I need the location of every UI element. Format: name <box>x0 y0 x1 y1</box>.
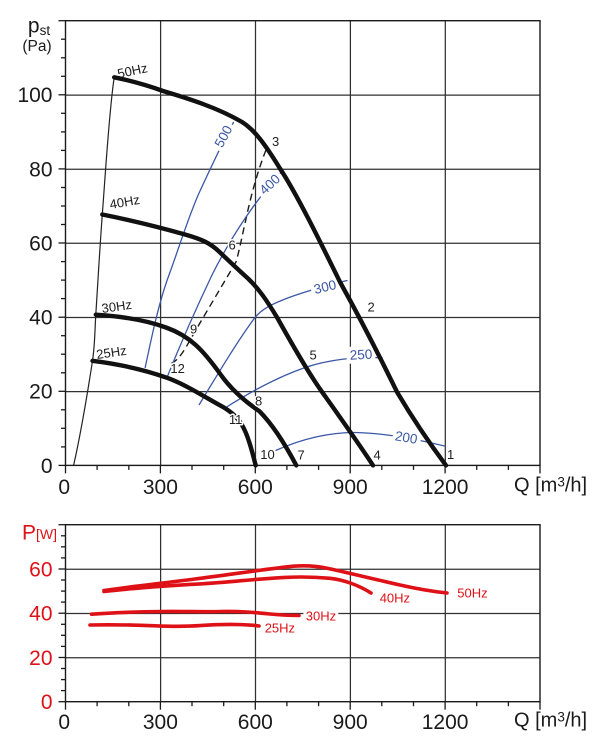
svg-text:900: 900 <box>333 476 368 499</box>
svg-text:25Hz: 25Hz <box>265 621 295 636</box>
svg-text:50Hz: 50Hz <box>116 60 149 81</box>
svg-text:3: 3 <box>272 134 279 149</box>
svg-text:P[W]: P[W] <box>22 521 57 544</box>
svg-text:11: 11 <box>229 412 243 427</box>
svg-text:20: 20 <box>29 381 52 404</box>
svg-text:900: 900 <box>333 711 368 734</box>
svg-text:60: 60 <box>29 232 52 255</box>
svg-text:4: 4 <box>374 448 381 463</box>
svg-text:0: 0 <box>58 711 70 734</box>
svg-text:0: 0 <box>41 691 53 714</box>
svg-text:40Hz: 40Hz <box>108 192 141 212</box>
svg-text:30Hz: 30Hz <box>101 297 133 316</box>
svg-text:20: 20 <box>29 647 52 670</box>
svg-text:Q [m3/h]: Q [m3/h] <box>514 710 587 732</box>
svg-text:25Hz: 25Hz <box>95 343 127 362</box>
svg-text:40: 40 <box>29 307 52 330</box>
svg-text:5: 5 <box>310 348 317 363</box>
svg-text:12: 12 <box>170 361 184 376</box>
svg-text:2: 2 <box>368 299 375 314</box>
svg-text:6: 6 <box>229 238 236 253</box>
svg-text:100: 100 <box>17 84 52 107</box>
svg-text:30Hz: 30Hz <box>306 608 336 623</box>
svg-text:1200: 1200 <box>422 476 469 499</box>
svg-text:1: 1 <box>447 447 454 462</box>
svg-text:Q [m3/h]: Q [m3/h] <box>514 475 587 497</box>
svg-text:600: 600 <box>238 476 273 499</box>
svg-text:600: 600 <box>238 711 273 734</box>
svg-text:9: 9 <box>190 321 197 336</box>
svg-text:7: 7 <box>298 448 305 463</box>
svg-text:8: 8 <box>255 394 262 409</box>
svg-text:60: 60 <box>29 558 52 581</box>
svg-text:80: 80 <box>29 158 52 181</box>
svg-text:40: 40 <box>29 603 52 626</box>
svg-text:300: 300 <box>143 711 178 734</box>
svg-text:250: 250 <box>349 347 372 363</box>
svg-text:0: 0 <box>58 476 70 499</box>
svg-text:40Hz: 40Hz <box>380 591 410 606</box>
svg-text:50Hz: 50Hz <box>457 586 487 601</box>
svg-text:(Pa): (Pa) <box>22 38 51 55</box>
svg-text:10: 10 <box>260 447 274 462</box>
svg-text:300: 300 <box>143 476 178 499</box>
svg-text:0: 0 <box>41 455 53 478</box>
svg-text:1200: 1200 <box>422 711 469 734</box>
